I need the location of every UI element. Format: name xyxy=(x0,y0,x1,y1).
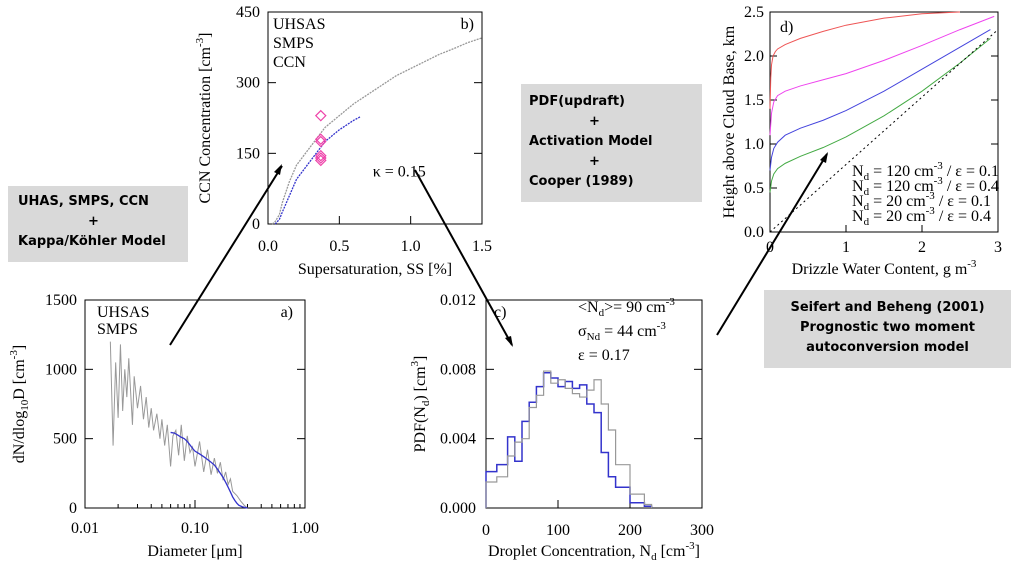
box-middle-line-5: Cooper (1989) xyxy=(529,174,634,189)
chart-c-histogram-obs xyxy=(485,370,653,508)
chart-c-xtick-label: 100 xyxy=(546,522,570,539)
chart-b-ccn-point xyxy=(314,154,327,167)
chart-c-ylabel: PDF(Nd) [cm3] xyxy=(409,356,432,453)
box-left-line-1: UHAS, SMPS, CCN xyxy=(18,194,149,209)
chart-b-ccn-point xyxy=(314,109,327,122)
chart-b-xtick-label: 1.0 xyxy=(401,238,421,255)
chart-c-ytick-label: 0.012 xyxy=(440,292,476,309)
chart-a-panel-label: a) xyxy=(281,304,293,321)
box-right-line-1: Seifert and Beheng (2001) xyxy=(790,300,985,315)
chart-b-frame xyxy=(267,11,483,225)
chart-a-ytick-label: 1500 xyxy=(45,292,77,309)
arrow-middle xyxy=(414,169,513,346)
chart-d-panel-label: d) xyxy=(780,19,793,36)
chart-a-ytick-label: 0 xyxy=(69,500,77,517)
chart-b-ylabel: CCN Concentration [cm-3] xyxy=(194,33,214,204)
chart-d-ytick-label: 0.5 xyxy=(744,180,764,197)
box-middle-line-3: Activation Model xyxy=(529,134,653,149)
chart-a-series-smps xyxy=(109,341,248,509)
chart-d-xtick-label: 2 xyxy=(918,239,926,256)
chart-b-ytick-label: 150 xyxy=(236,145,260,162)
chart-d-series-0 xyxy=(769,11,961,109)
chart-d-series-1 xyxy=(769,15,995,136)
chart-b-ytick-label: 0 xyxy=(252,216,260,233)
chart-a-xtick-label: 1.00 xyxy=(291,520,319,537)
chart-d-legend-1: Nd = 120 cm-3 / ε = 0.4 xyxy=(852,175,999,198)
box-middle-model: PDF(updraft) + Activation Model + Cooper… xyxy=(521,84,702,202)
arrow-left-head xyxy=(274,164,282,175)
chart-d-series-3 xyxy=(769,38,991,193)
chart-b-xtick-label: 0.5 xyxy=(329,238,349,255)
chart-d-ytick-label: 0.0 xyxy=(744,224,764,241)
chart-b-kappa-annotation: κ = 0.15 xyxy=(373,163,426,180)
chart-a-xtick-label: 0.10 xyxy=(181,520,209,537)
chart-b-series-uhsas xyxy=(274,116,362,225)
chart-d-ytick-label: 1.5 xyxy=(744,92,764,109)
box-middle-line-1: PDF(updraft) xyxy=(529,94,626,109)
chart-a-legend-uhsas: UHSAS xyxy=(97,304,149,321)
chart-c-stat-2: ε = 0.17 xyxy=(578,347,630,364)
chart-b-ccn-point xyxy=(314,152,327,164)
chart-c-stat-1: σNd = 44 cm-3 xyxy=(578,320,666,343)
chart-c-ytick-label: 0.004 xyxy=(440,431,476,448)
box-right-line-3: autoconversion model xyxy=(806,340,969,355)
box-right-line-2: Prognostic two moment xyxy=(800,320,975,335)
chart-b-xtick-label: 0.0 xyxy=(258,238,278,255)
chart-b-ccn-point xyxy=(314,133,327,146)
chart-b-ccn-point xyxy=(314,149,327,162)
chart-d-ytick-label: 2.0 xyxy=(744,48,764,65)
box-middle-line-2: + xyxy=(589,114,600,129)
arrow-right-head xyxy=(820,152,828,163)
chart-b-ytick-label: 300 xyxy=(236,75,260,92)
chart-c-xtick-label: 0 xyxy=(482,522,490,539)
chart-a-ylabel: dN/dlog10D [cm-3] xyxy=(8,345,31,463)
chart-d-xtick-label: 3 xyxy=(994,239,1002,256)
chart-c-frame xyxy=(485,299,703,509)
chart-b-ccn-point xyxy=(314,135,327,148)
chart-b-legend-smps: SMPS xyxy=(273,35,314,52)
chart-b-legend-uhsas: UHSAS xyxy=(273,16,325,33)
chart-a-series-uhsas xyxy=(170,431,248,509)
chart-d-legend-2: Nd = 20 cm-3 / ε = 0.1 xyxy=(852,190,991,213)
chart-b-xtick-label: 1.5 xyxy=(472,238,492,255)
chart-d-ytick-label: 1.0 xyxy=(744,136,764,153)
box-left-line-2: + xyxy=(88,214,99,229)
chart-d-legend-3: Nd = 20 cm-3 / ε = 0.4 xyxy=(852,205,991,228)
chart-b-legend-ccn: CCN xyxy=(273,54,306,71)
box-middle-line-4: + xyxy=(589,154,600,169)
chart-d-xlabel: Drizzle Water Content, g m-3 xyxy=(792,258,977,278)
chart-c-stat-0: <Nd>= 90 cm-3 xyxy=(578,296,675,319)
chart-d-legend-0: Nd = 120 cm-3 / ε = 0.1 xyxy=(852,160,999,183)
chart-b-series-smps xyxy=(271,37,483,225)
chart-d-series-2 xyxy=(769,29,991,171)
chart-a-xtick-label: 0.01 xyxy=(71,520,99,537)
chart-a-xlabel: Diameter [μm] xyxy=(147,543,242,560)
chart-c-ytick-label: 0.008 xyxy=(440,361,476,378)
box-left-line-3: Kappa/Köhler Model xyxy=(18,234,166,249)
arrow-middle-head xyxy=(505,336,513,347)
chart-c-panel-label: c) xyxy=(494,304,506,321)
arrow-left xyxy=(169,165,283,346)
chart-a-ytick-label: 1000 xyxy=(45,361,77,378)
chart-a-legend-smps: SMPS xyxy=(97,321,138,338)
chart-b-xlabel: Supersaturation, SS [%] xyxy=(298,261,452,278)
chart-c-ytick-label: 0.000 xyxy=(440,500,476,517)
chart-b-ytick-label: 450 xyxy=(236,4,260,21)
chart-d-frame xyxy=(769,11,999,233)
chart-d-series-4 xyxy=(769,29,999,233)
box-left-inputs: UHAS, SMPS, CCN + Kappa/Köhler Model xyxy=(8,186,188,262)
chart-d-ylabel: Height above Cloud Base, km xyxy=(721,25,738,218)
chart-c-xtick-label: 300 xyxy=(690,522,714,539)
chart-d-xtick-label: 1 xyxy=(842,239,850,256)
chart-d-ytick-label: 2.5 xyxy=(744,4,764,21)
chart-a-ytick-label: 500 xyxy=(53,431,77,448)
arrow-right xyxy=(716,153,828,336)
chart-b-panel-label: b) xyxy=(461,16,474,33)
box-right-reference: Seifert and Beheng (2001) Prognostic two… xyxy=(764,290,1011,368)
chart-c-xtick-label: 200 xyxy=(618,522,642,539)
chart-c-histogram-model xyxy=(485,372,653,508)
chart-c-xlabel: Droplet Concentration, Nd [cm-3] xyxy=(488,540,700,563)
